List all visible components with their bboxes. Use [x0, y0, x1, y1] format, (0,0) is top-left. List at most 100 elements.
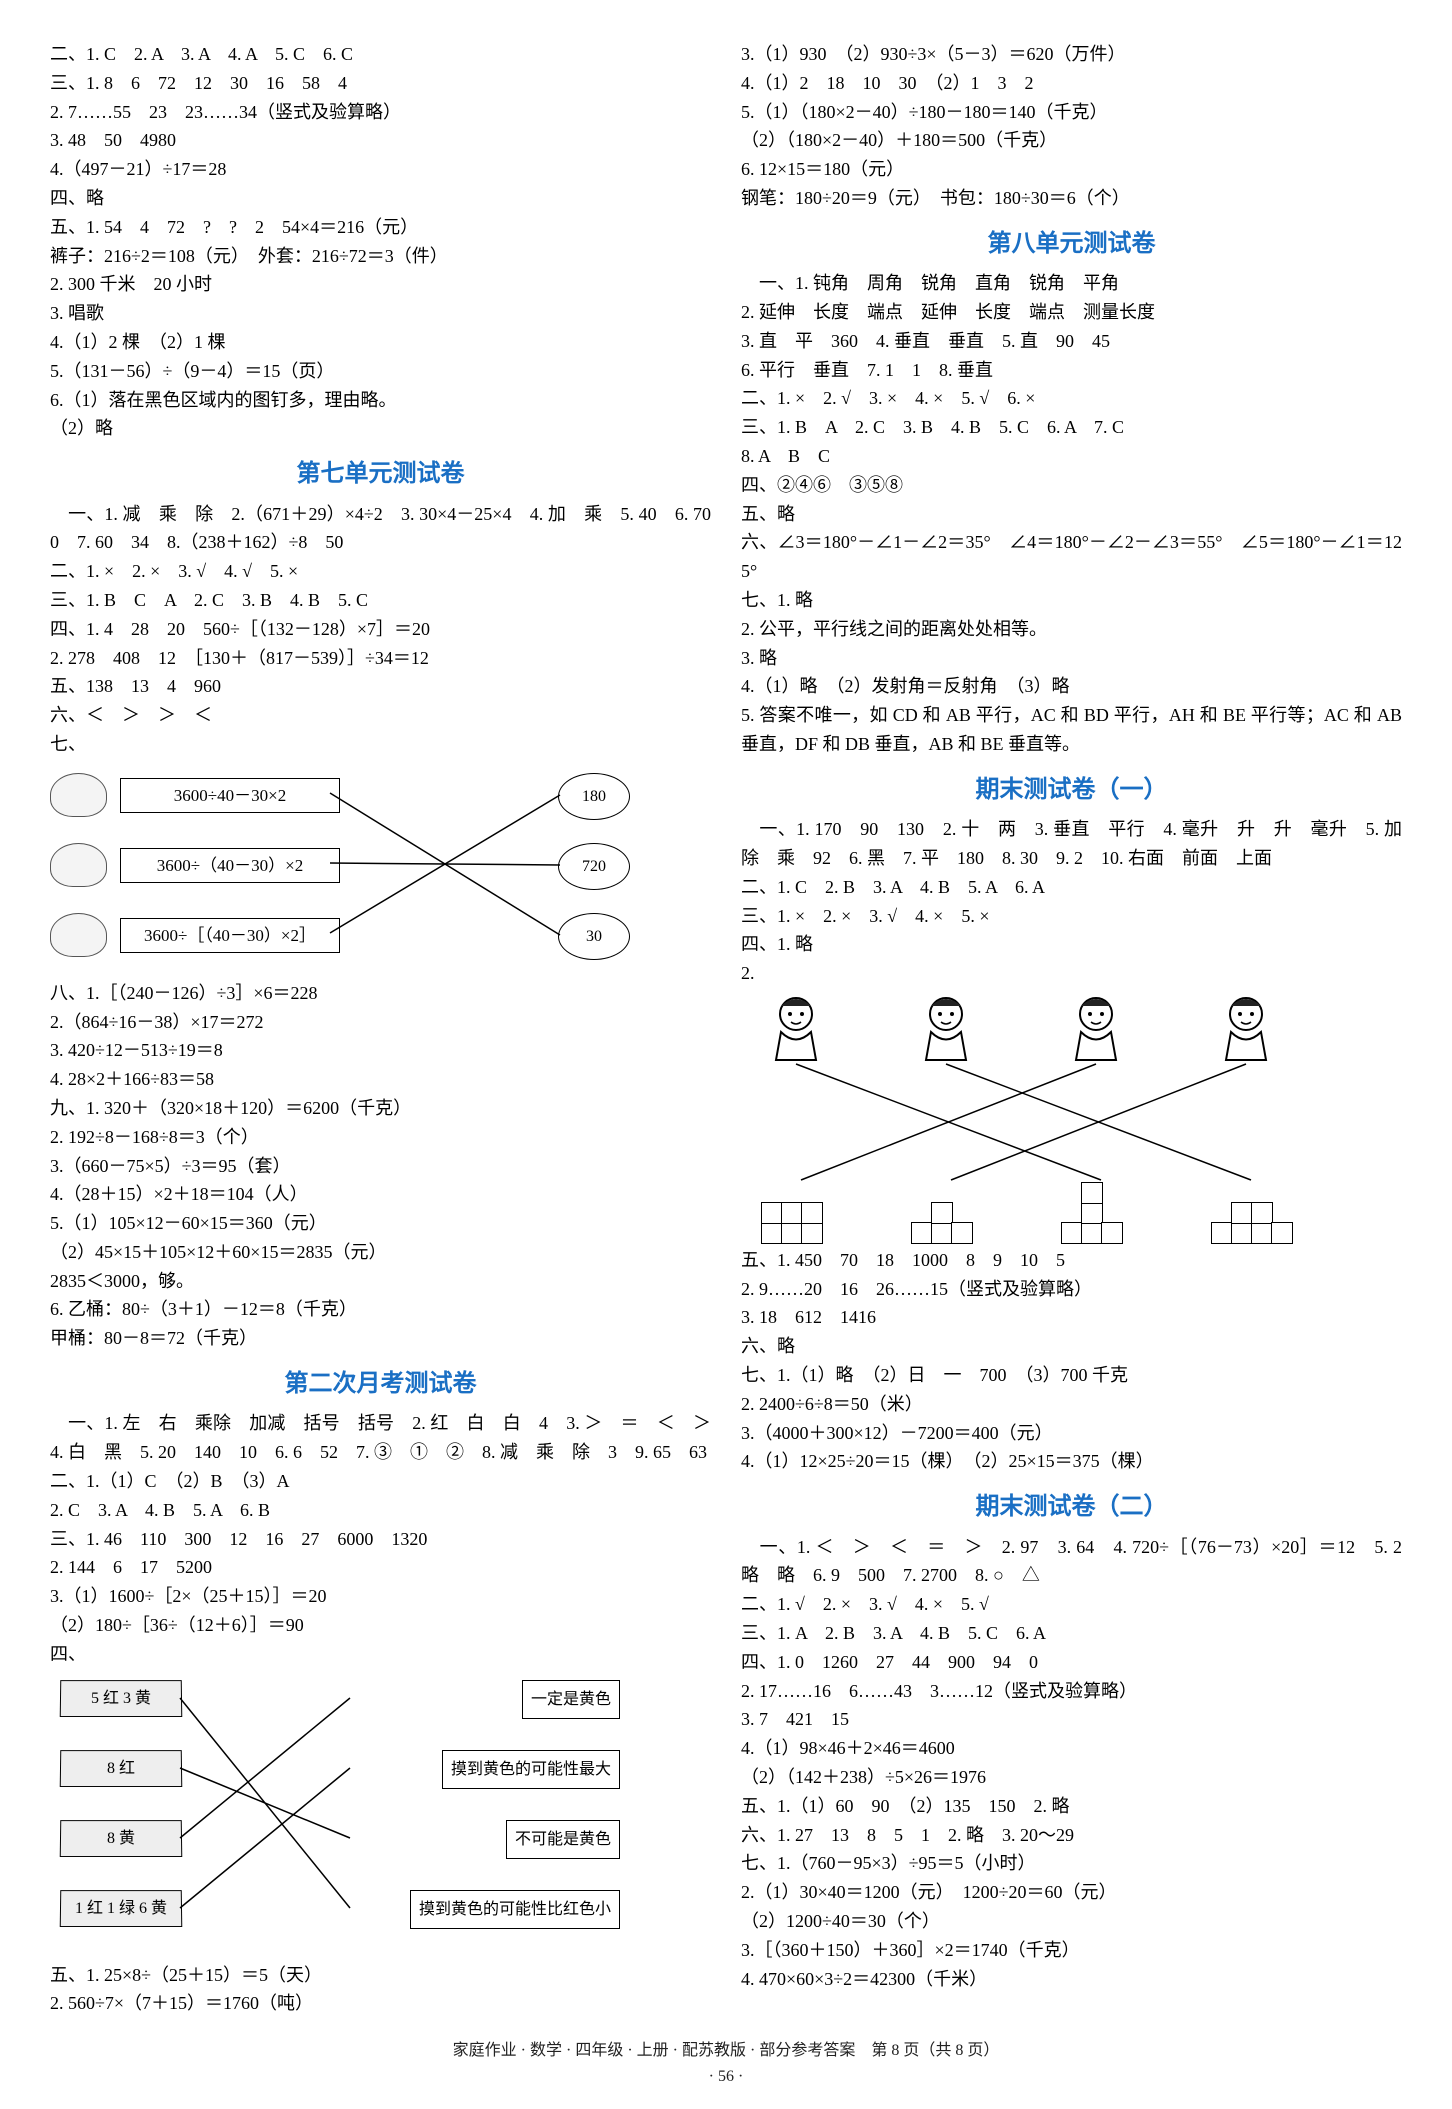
unit7b-line: 2.（864÷16－38）×17＝272 — [50, 1008, 711, 1037]
unit8-line: 三、1. B A 2. C 3. B 4. B 5. C 6. A 7. C — [741, 413, 1402, 442]
right-pre-line: 钢笔：180÷20＝9（元） 书包：180÷30＝6（个） — [741, 184, 1402, 213]
left-column: 二、1. C 2. A 3. A 4. A 5. C 6. C三、1. 8 6 … — [50, 40, 711, 2018]
diagram-kids-cubes — [741, 992, 1321, 1242]
unit7b-line: 2. 192÷8－168÷8＝3（个） — [50, 1123, 711, 1152]
final1b-line: 3. 18 612 1416 — [741, 1303, 1402, 1332]
month2b-line: 2. 560÷7×（7＋15）＝1760（吨） — [50, 1989, 711, 2018]
final1b-line: 五、1. 450 70 18 1000 8 9 10 5 — [741, 1246, 1402, 1275]
final1b-line: 2. 9……20 16 26……15（竖式及验算略） — [741, 1275, 1402, 1304]
unit7a-line: 五、138 13 4 960 — [50, 672, 711, 701]
unit7b-line: 九、1. 320＋（320×18＋120）＝6200（千克） — [50, 1094, 711, 1123]
final2-line: 五、1.（1）60 90 （2）135 150 2. 略 — [741, 1792, 1402, 1821]
unit8-line: 3. 直 平 360 4. 垂直 垂直 5. 直 90 45 — [741, 327, 1402, 356]
left-pre-line: 2. 7……55 23 23……34（竖式及验算略） — [50, 98, 711, 127]
left-pre-line: 裤子：216÷2＝108（元） 外套：216÷72＝3（件） — [50, 242, 711, 271]
final2-line: 4. 470×60×3÷2＝42300（千米） — [741, 1965, 1402, 1994]
final1b-line: 4.（1）12×25÷20＝15（棵） （2）25×15＝375（棵） — [741, 1447, 1402, 1476]
unit7b-line: 2835＜3000，够。 — [50, 1267, 711, 1296]
final2-line: 一、1. ＜ ＞ ＜ ＝ ＞ 2. 97 3. 64 4. 720÷［（76－7… — [741, 1533, 1402, 1591]
month2b-line: 五、1. 25×8÷（25＋15）＝5（天） — [50, 1961, 711, 1990]
final1a-line: 一、1. 170 90 130 2. 十 两 3. 垂直 平行 4. 毫升 升 … — [741, 815, 1402, 873]
right-pre-line: 6. 12×15＝180（元） — [741, 155, 1402, 184]
unit8-line: 五、略 — [741, 500, 1402, 529]
unit7b-line: 甲桶：80－8＝72（千克） — [50, 1324, 711, 1353]
unit7a-line: 七、 — [50, 730, 711, 759]
unit7b-line: （2）45×15＋105×12＋60×15＝2835（元） — [50, 1238, 711, 1267]
unit8-line: 四、②④⑥ ③⑤⑧ — [741, 471, 1402, 500]
left-pre-line: 二、1. C 2. A 3. A 4. A 5. C 6. C — [50, 40, 711, 69]
unit7b-line: 4.（28＋15）×2＋18＝104（人） — [50, 1180, 711, 1209]
diagram-expression-match: 3600÷40－30×23600÷（40－30）×23600÷［（40－30）×… — [50, 763, 630, 973]
final2-line: 3.［（360＋150）＋360］×2＝1740（千克） — [741, 1936, 1402, 1965]
final2-line: 二、1. √ 2. × 3. √ 4. × 5. √ — [741, 1590, 1402, 1619]
unit7b-line: 3. 420÷12－513÷19＝8 — [50, 1036, 711, 1065]
month2a-line: 一、1. 左 右 乘除 加减 括号 括号 2. 红 白 白 4 3. ＞ ＝ ＜… — [50, 1409, 711, 1467]
month2a-line: 三、1. 46 110 300 12 16 27 6000 1320 — [50, 1525, 711, 1554]
diagram-color-probability: 5 红 3 黄8 红8 黄1 红 1 绿 6 黄一定是黄色摸到黄色的可能性最大不… — [50, 1675, 630, 1955]
final2-line: 三、1. A 2. B 3. A 4. B 5. C 6. A — [741, 1619, 1402, 1648]
unit8-line: 6. 平行 垂直 7. 1 1 8. 垂直 — [741, 356, 1402, 385]
unit8-line: 8. A B C — [741, 442, 1402, 471]
final2-line: 六、1. 27 13 8 5 1 2. 略 3. 20～29 — [741, 1821, 1402, 1850]
month2a-line: 2. C 3. A 4. B 5. A 6. B — [50, 1496, 711, 1525]
left-pre-line: 6.（1）落在黑色区域内的图钉多，理由略。 — [50, 386, 711, 415]
left-pre-line: 3. 唱歌 — [50, 299, 711, 328]
left-pre-line: 4.（1）2 棵 （2）1 棵 — [50, 328, 711, 357]
unit8-line: 一、1. 钝角 周角 锐角 直角 锐角 平角 — [741, 269, 1402, 298]
left-pre-line: 五、1. 54 4 72 ? ? 2 54×4＝216（元） — [50, 213, 711, 242]
footer-page: · 56 · — [50, 2064, 1402, 2090]
final2-line: 四、1. 0 1260 27 44 900 94 0 — [741, 1648, 1402, 1677]
month2a-line: （2）180÷［36÷（12＋6）］＝90 — [50, 1611, 711, 1640]
unit7b-line: 5.（1）105×12－60×15＝360（元） — [50, 1209, 711, 1238]
final1a-line: 四、1. 略 — [741, 930, 1402, 959]
month2a-line: 二、1.（1）C （2）B （3）A — [50, 1467, 711, 1496]
final2-line: 4.（1）98×46＋2×46＝4600 — [741, 1734, 1402, 1763]
final1a-line: 三、1. × 2. × 3. √ 4. × 5. × — [741, 902, 1402, 931]
final2-line: 3. 7 421 15 — [741, 1705, 1402, 1734]
unit7a-line: 三、1. B C A 2. C 3. B 4. B 5. C — [50, 586, 711, 615]
unit7b-line: 3.（660－75×5）÷3＝95（套） — [50, 1152, 711, 1181]
title-month2: 第二次月考测试卷 — [50, 1365, 711, 1403]
unit7a-line: 六、＜ ＞ ＞ ＜ — [50, 701, 711, 730]
right-pre-line: 3.（1）930 （2）930÷3×（5－3）＝620（万件） — [741, 40, 1402, 69]
unit7b-line: 6. 乙桶：80÷（3＋1）－12＝8（千克） — [50, 1295, 711, 1324]
month2a-line: 2. 144 6 17 5200 — [50, 1553, 711, 1582]
unit7a-line: 二、1. × 2. × 3. √ 4. √ 5. × — [50, 557, 711, 586]
final1a-line: 2. — [741, 959, 1402, 988]
unit8-line: 2. 公平，平行线之间的距离处处相等。 — [741, 615, 1402, 644]
unit7b-line: 4. 28×2＋166÷83＝58 — [50, 1065, 711, 1094]
final2-line: （2）1200÷40＝30（个） — [741, 1907, 1402, 1936]
footer-text: 家庭作业 · 数学 · 四年级 · 上册 · 配苏教版 · 部分参考答案 第 8… — [50, 2038, 1402, 2064]
unit8-line: 5. 答案不唯一，如 CD 和 AB 平行，AC 和 BD 平行，AH 和 BE… — [741, 701, 1402, 759]
right-pre-line: 5.（1）（180×2－40）÷180－180＝140（千克） — [741, 98, 1402, 127]
right-pre-line: 4.（1）2 18 10 30 （2）1 3 2 — [741, 69, 1402, 98]
unit7a-line: 四、1. 4 28 20 560÷［（132－128）×7］＝20 — [50, 615, 711, 644]
unit7b-line: 八、1.［（240－126）÷3］×6＝228 — [50, 979, 711, 1008]
unit8-line: 3. 略 — [741, 644, 1402, 673]
title-unit7: 第七单元测试卷 — [50, 455, 711, 493]
final1b-line: 3.（4000＋300×12）－7200＝400（元） — [741, 1419, 1402, 1448]
unit7a-line: 2. 278 408 12 ［130＋（817－539）］÷34＝12 — [50, 644, 711, 673]
left-pre-line: 5.（131－56）÷（9－4）＝15（页） — [50, 357, 711, 386]
title-final2: 期末测试卷（二） — [741, 1488, 1402, 1526]
final2-line: 2. 17……16 6……43 3……12（竖式及验算略） — [741, 1677, 1402, 1706]
month2a-line: 四、 — [50, 1640, 711, 1669]
title-unit8: 第八单元测试卷 — [741, 225, 1402, 263]
left-pre-line: 3. 48 50 4980 — [50, 126, 711, 155]
unit8-line: 七、1. 略 — [741, 586, 1402, 615]
final1b-line: 2. 2400÷6÷8＝50（米） — [741, 1390, 1402, 1419]
final1a-line: 二、1. C 2. B 3. A 4. B 5. A 6. A — [741, 873, 1402, 902]
unit8-line: 二、1. × 2. √ 3. × 4. × 5. √ 6. × — [741, 384, 1402, 413]
left-pre-line: 4.（497－21）÷17＝28 — [50, 155, 711, 184]
left-pre-line: 2. 300 千米 20 小时 — [50, 270, 711, 299]
page-footer: 家庭作业 · 数学 · 四年级 · 上册 · 配苏教版 · 部分参考答案 第 8… — [50, 2038, 1402, 2089]
right-pre-line: （2）（180×2－40）＋180＝500（千克） — [741, 126, 1402, 155]
left-pre-line: （2）略 — [50, 414, 711, 443]
unit8-line: 六、∠3＝180°－∠1－∠2＝35° ∠4＝180°－∠2－∠3＝55° ∠5… — [741, 528, 1402, 586]
left-pre-line: 四、略 — [50, 184, 711, 213]
right-column: 3.（1）930 （2）930÷3×（5－3）＝620（万件）4.（1）2 18… — [741, 40, 1402, 2018]
unit7a-line: 一、1. 减 乘 除 2.（671＋29）×4÷2 3. 30×4－25×4 4… — [50, 500, 711, 558]
title-final1: 期末测试卷（一） — [741, 771, 1402, 809]
left-pre-line: 三、1. 8 6 72 12 30 16 58 4 — [50, 69, 711, 98]
unit8-line: 4.（1）略 （2）发射角＝反射角 （3）略 — [741, 672, 1402, 701]
